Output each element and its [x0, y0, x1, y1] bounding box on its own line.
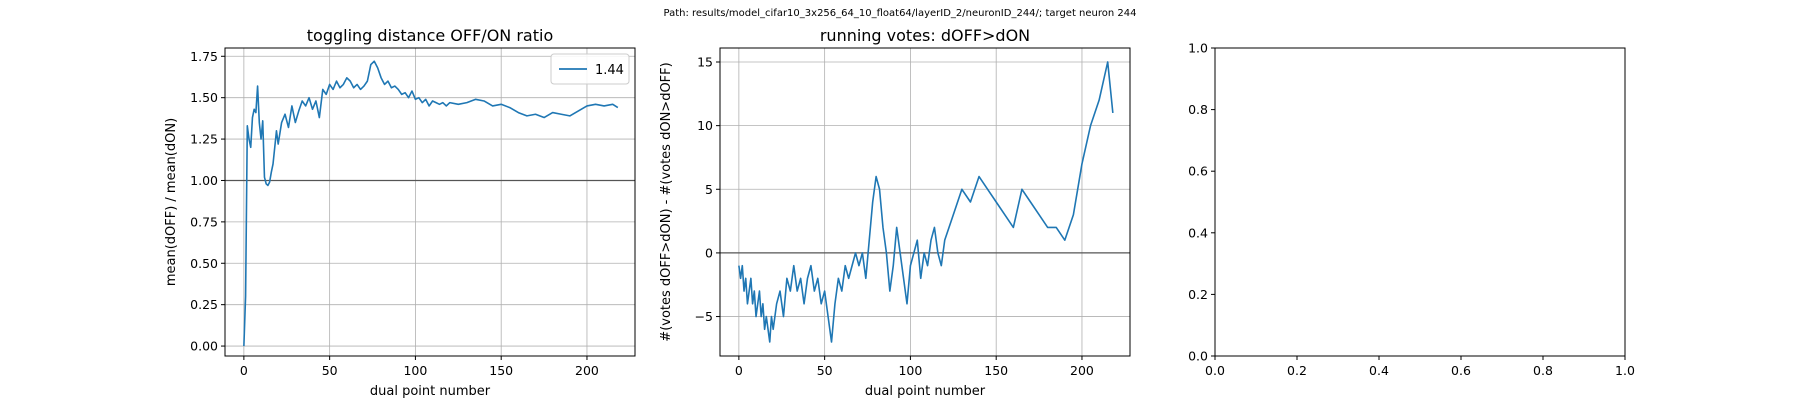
x-tick-label: 100: [898, 363, 922, 378]
y-tick-label: 0.00: [190, 339, 218, 354]
series-line: [738, 61, 1114, 343]
x-tick-label: 50: [817, 363, 833, 378]
y-tick-label: 1.75: [190, 49, 218, 64]
x-tick-label: 150: [489, 363, 513, 378]
empty-plot: 0.0 0.2 0.4 0.6 0.8 1.0 0.0 0.2 0.4 0.6 0.8 1.0: [1188, 41, 1635, 379]
y-tick-label: 0.0: [1188, 349, 1208, 364]
y-tick-label: 0.50: [190, 256, 218, 271]
x-axis-label: dual point number: [370, 384, 491, 399]
y-tick-label: 10: [697, 118, 713, 133]
x-tick-label: 0.8: [1533, 363, 1553, 378]
x-tick-label: 0.4: [1369, 363, 1389, 378]
y-tick-label: 5: [705, 182, 713, 197]
x-tick-label: 100: [403, 363, 427, 378]
y-tick-label: 1.00: [190, 173, 218, 188]
y-tick-label: 1.50: [190, 90, 218, 105]
x-tick-label: 150: [984, 363, 1008, 378]
legend-label: 1.44: [595, 63, 624, 78]
y-tick-label: 0.75: [190, 214, 218, 229]
x-tick-label: 1.0: [1615, 363, 1635, 378]
y-tick-label: 0.6: [1188, 164, 1208, 179]
x-tick-label: 0: [240, 363, 248, 378]
x-tick-label: 0.6: [1451, 363, 1471, 378]
y-tick-label: 0.4: [1188, 225, 1208, 240]
x-tick-label: 0.2: [1287, 363, 1307, 378]
y-axis-label: #(votes dOFF>dON) - #(votes dON>dOFF): [659, 62, 674, 341]
legend-box: [550, 53, 630, 85]
y-tick-label: 1.0: [1188, 41, 1208, 56]
ratio-plot: 0 50 100 150 200 0.00 0.25 0.50 0.75 1.00 1.25 1.50…: [164, 26, 636, 399]
votes-plot: 0 50 100 150 200 −5 0 5 10 15 running votes: dOFF>…: [659, 26, 1131, 399]
y-tick-label: 0.2: [1188, 287, 1208, 302]
y-tick-label: 0.25: [190, 297, 218, 312]
y-tick-label: 15: [697, 55, 713, 70]
legend: 1.44: [550, 53, 630, 85]
x-tick-label: 200: [575, 363, 599, 378]
y-tick-label: −5: [695, 309, 713, 324]
x-axis-label: dual point number: [865, 384, 986, 399]
axes-frame: [1214, 47, 1626, 357]
y-tick-label: 0: [705, 245, 713, 260]
figure-suptitle: Path: results/model_cifar10_3x256_64_10_…: [664, 8, 1137, 19]
y-axis-label: mean(dOFF) / mean(dON): [164, 118, 179, 286]
x-tick-label: 0.0: [1205, 363, 1225, 378]
y-tick-label: 0.8: [1188, 102, 1208, 117]
series-line: [243, 60, 619, 347]
x-tick-label: 50: [322, 363, 338, 378]
plot-title: running votes: dOFF>dON: [820, 26, 1030, 45]
x-tick-label: 200: [1070, 363, 1094, 378]
x-tick-label: 0: [735, 363, 743, 378]
plot-title: toggling distance OFF/ON ratio: [307, 26, 553, 45]
axes-frame: [719, 47, 1131, 357]
axes-frame: [224, 47, 636, 357]
y-tick-label: 1.25: [190, 132, 218, 147]
